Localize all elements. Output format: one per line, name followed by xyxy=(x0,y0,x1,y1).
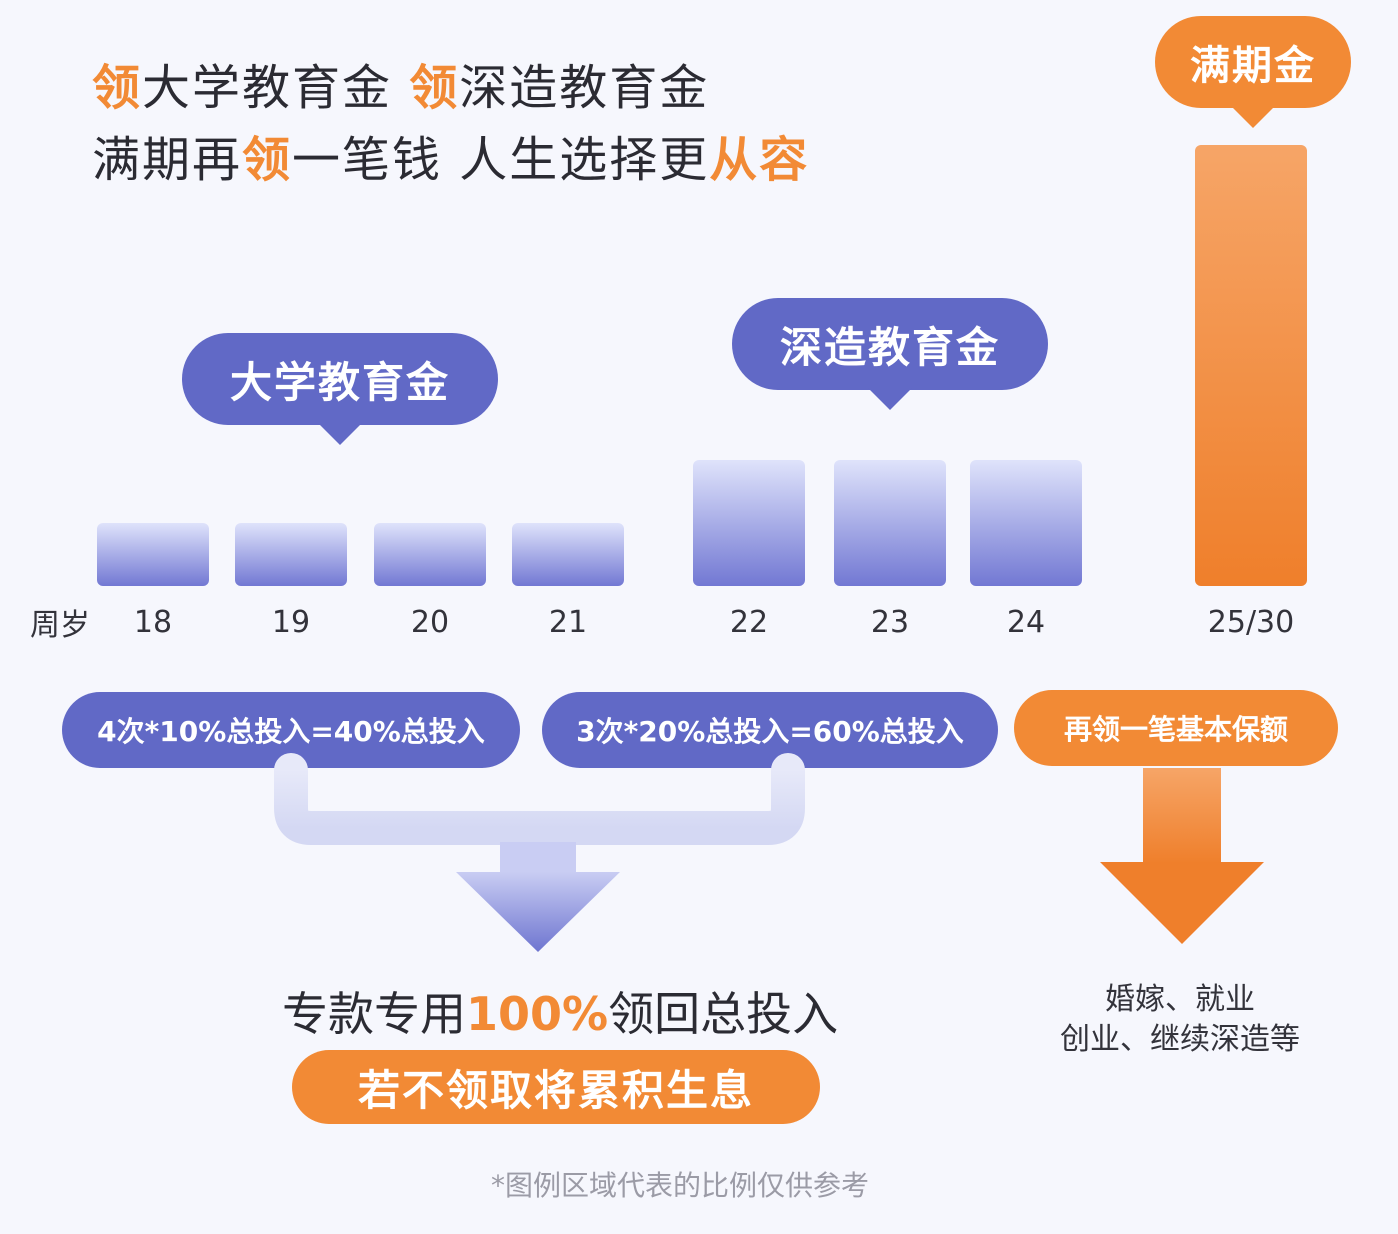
callout-university-label: 大学教育金 xyxy=(229,357,450,407)
headline-highlight-1: 领 xyxy=(242,132,293,188)
headline-segment-3: 深造教育金 xyxy=(459,60,710,116)
bar-18 xyxy=(97,523,209,586)
x-tick-label: 21 xyxy=(549,605,587,640)
headline-segment-0: 满期再 xyxy=(92,132,243,188)
down-arrow-blue xyxy=(456,872,620,952)
x-tick-label: 23 xyxy=(871,605,909,640)
bar-25-30 xyxy=(1195,145,1307,586)
summary-text: 专款专用100%领回总投入 xyxy=(270,978,850,1044)
headline-highlight-2: 领 xyxy=(409,60,460,116)
formula-advanced-pill: 3次*20%总投入=60%总投入 xyxy=(542,692,998,768)
bar-23 xyxy=(834,460,946,586)
x-axis-label: 周岁 xyxy=(30,608,90,643)
x-tick-label: 24 xyxy=(1007,605,1045,640)
x-tick-label: 19 xyxy=(272,605,310,640)
headline-line-1: 领大学教育金 领深造教育金 xyxy=(92,48,709,118)
bar-24 xyxy=(970,460,1082,586)
callout-advanced-label: 深造教育金 xyxy=(779,322,1000,372)
bar-21 xyxy=(512,523,624,586)
merge-bracket xyxy=(274,753,805,845)
bar-chart: 18 19 20 21 22 23 24 25/30 xyxy=(97,145,1307,640)
summary-prefix: 专款专用 xyxy=(281,987,466,1041)
summary-highlight: 100% xyxy=(465,987,609,1041)
summary-suffix: 领回总投入 xyxy=(608,987,839,1041)
x-tick-label: 25/30 xyxy=(1208,605,1294,640)
callout-maturity-fund: 满期金 xyxy=(1155,16,1351,128)
headline-segment-1: 大学教育金 xyxy=(142,60,410,116)
callout-university-fund: 大学教育金 xyxy=(182,333,498,445)
bar-19 xyxy=(235,523,347,586)
maturity-uses-line-1: 婚嫁、就业 xyxy=(1105,982,1255,1017)
x-tick-label: 18 xyxy=(134,605,172,640)
footnote: *图例区域代表的比例仅供参考 xyxy=(490,1169,869,1202)
headline-segment-2: 一笔钱 人生选择更 xyxy=(292,132,710,188)
formula-maturity-pill: 再领一笔基本保额 xyxy=(1014,690,1338,766)
headline-highlight-3: 从容 xyxy=(709,132,810,188)
formula-university-pill: 4次*10%总投入=40%总投入 xyxy=(62,692,520,768)
down-arrow-orange xyxy=(1100,862,1264,944)
callout-advanced-fund: 深造教育金 xyxy=(732,298,1048,410)
callout-maturity-label: 满期金 xyxy=(1190,43,1316,89)
headline-line-2: 满期再领一笔钱 人生选择更从容 xyxy=(92,120,809,190)
headline-highlight-0: 领 xyxy=(92,60,143,116)
maturity-uses-line-2: 创业、继续深造等 xyxy=(1060,1022,1300,1057)
x-tick-label: 22 xyxy=(730,605,768,640)
accumulate-interest-badge: 若不领取将累积生息 xyxy=(292,1050,820,1124)
x-tick-label: 20 xyxy=(411,605,449,640)
bar-22 xyxy=(693,460,805,586)
bar-20 xyxy=(374,523,486,586)
down-arrow-orange-shaft xyxy=(1143,768,1221,864)
